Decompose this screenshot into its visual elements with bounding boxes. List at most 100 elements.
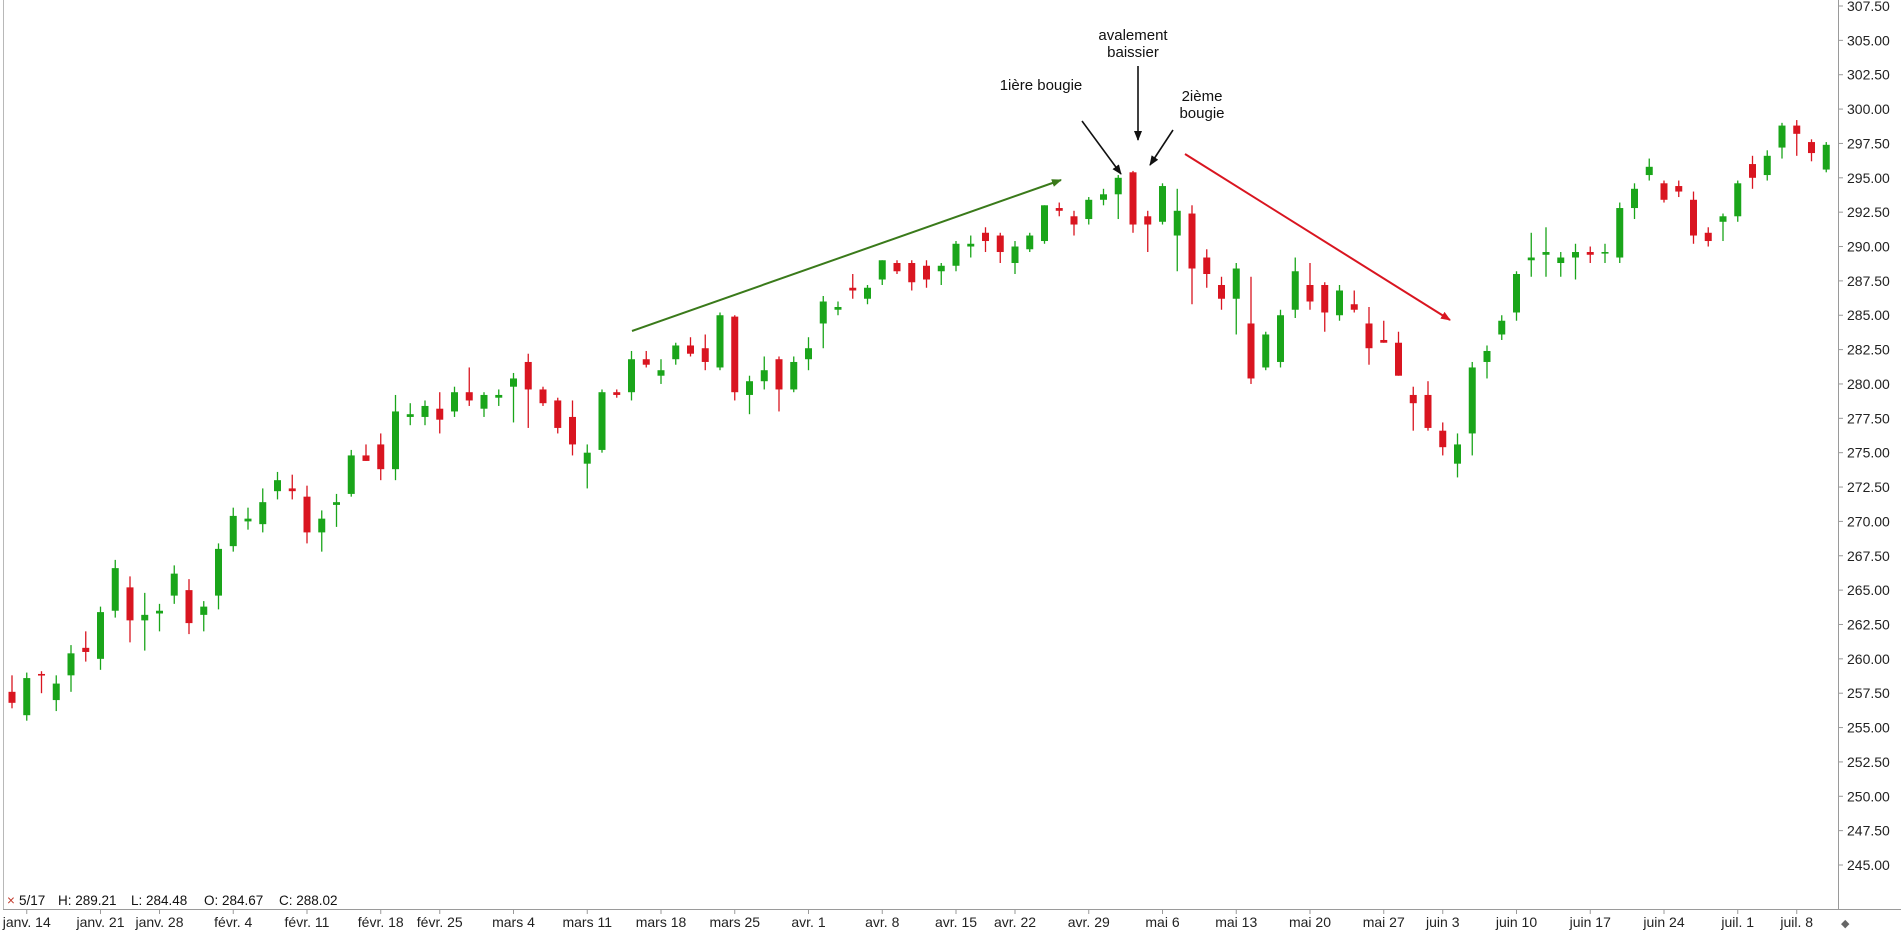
candle-body — [67, 653, 75, 676]
time-tick-label: juil. 8 — [1779, 914, 1813, 930]
candle — [465, 367, 473, 406]
time-tick-label: avr. 8 — [865, 914, 899, 930]
candle-body — [1085, 199, 1093, 220]
candle-body — [849, 287, 857, 291]
candle — [1262, 331, 1270, 371]
candle — [1041, 205, 1048, 244]
candle — [1808, 139, 1815, 162]
candle — [1291, 257, 1299, 318]
candle-body — [1719, 216, 1727, 222]
candle-body — [1675, 186, 1683, 192]
time-tick-label: avr. 22 — [994, 914, 1036, 930]
candle-body — [628, 359, 635, 393]
candle — [760, 356, 768, 390]
info-close-marker[interactable]: × — [7, 893, 15, 908]
candle — [1513, 271, 1520, 321]
candle-body — [392, 411, 399, 470]
candle-body — [1542, 252, 1550, 255]
candle — [657, 359, 665, 384]
candle-body — [893, 263, 901, 272]
candle — [1247, 276, 1255, 384]
price-tick-label: 250.00 — [1847, 788, 1890, 804]
candle — [1660, 180, 1668, 203]
price-tick-label: 300.00 — [1847, 101, 1890, 117]
candle-body — [451, 392, 458, 412]
candle — [554, 397, 562, 434]
candle — [23, 672, 31, 721]
candle — [1645, 158, 1653, 181]
candle-body — [805, 348, 812, 360]
candle — [908, 260, 916, 291]
candle-body — [1631, 188, 1638, 209]
candle-body — [274, 480, 281, 492]
candle-body — [1808, 142, 1815, 154]
candle — [1557, 252, 1565, 277]
price-tick-label: 245.00 — [1847, 857, 1890, 873]
price-tick-label: 262.50 — [1847, 616, 1890, 632]
candle — [1350, 290, 1358, 313]
candle — [1778, 122, 1786, 159]
price-tick-label: 297.50 — [1847, 135, 1890, 151]
candle — [82, 631, 90, 662]
candle-body — [52, 683, 60, 701]
candle — [1336, 285, 1343, 321]
candle-body — [510, 378, 517, 387]
candle — [1218, 276, 1225, 310]
price-tick-label: 260.00 — [1847, 651, 1890, 667]
price-tick-label: 265.00 — [1847, 582, 1890, 598]
candle — [790, 356, 798, 393]
candle-body — [82, 647, 90, 652]
time-tick-label: avr. 29 — [1068, 914, 1110, 930]
candle-body — [1144, 216, 1152, 225]
second-candle-label-line2: bougie — [1179, 105, 1224, 122]
candle-body — [1483, 350, 1491, 362]
candle — [126, 576, 134, 643]
candle — [1572, 243, 1579, 280]
candle-body — [967, 243, 975, 247]
candle — [170, 565, 178, 604]
candle-body — [716, 315, 724, 368]
candle-body — [1114, 177, 1122, 195]
candle-body — [760, 370, 768, 382]
candle-body — [303, 496, 311, 533]
candle-body — [1291, 271, 1299, 310]
scroll-right-icon[interactable]: ◆ — [1841, 917, 1850, 930]
candle-body — [1350, 304, 1358, 310]
candle — [362, 444, 370, 461]
info-close: C: 288.02 — [279, 893, 338, 908]
time-tick-label: juin 17 — [1569, 914, 1611, 930]
time-tick-label: mai 13 — [1215, 914, 1257, 930]
time-tick-label: févr. 4 — [214, 914, 252, 930]
price-tick-label: 277.50 — [1847, 410, 1890, 426]
candle — [1232, 263, 1240, 335]
candle-body — [731, 316, 739, 393]
candle — [1085, 197, 1093, 225]
candle — [1734, 180, 1742, 222]
candle — [1439, 422, 1447, 456]
time-tick-label: févr. 11 — [285, 914, 330, 930]
candle — [1601, 243, 1609, 264]
candle — [1395, 331, 1402, 376]
candle-body — [775, 359, 783, 390]
candle — [1173, 188, 1181, 272]
candle — [1409, 386, 1417, 431]
candle — [937, 263, 945, 286]
time-tick-label: juin 24 — [1642, 914, 1684, 930]
price-tick-label: 285.00 — [1847, 307, 1890, 323]
candle-body — [524, 361, 532, 390]
candle-body — [1616, 208, 1624, 258]
candle-body — [23, 678, 31, 716]
candle-body — [156, 610, 163, 614]
candle — [775, 356, 783, 412]
candle-body — [480, 394, 488, 409]
candle-body — [1572, 252, 1579, 258]
price-tick-label: 247.50 — [1847, 823, 1890, 839]
candle — [495, 389, 503, 406]
candles-layer — [8, 120, 1830, 721]
time-tick-label: févr. 25 — [417, 914, 463, 930]
candle-body — [1424, 394, 1432, 428]
time-tick-label: mai 27 — [1363, 914, 1405, 930]
candle — [1616, 202, 1624, 264]
engulfing-label-line1: avalement — [1098, 27, 1168, 44]
